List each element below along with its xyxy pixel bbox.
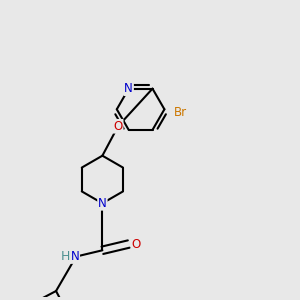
Text: O: O — [132, 238, 141, 250]
Text: N: N — [98, 197, 107, 210]
Text: N: N — [70, 250, 79, 263]
Text: H: H — [60, 250, 70, 263]
Text: O: O — [113, 120, 123, 133]
Text: N: N — [124, 82, 133, 95]
Text: Br: Br — [173, 106, 187, 119]
